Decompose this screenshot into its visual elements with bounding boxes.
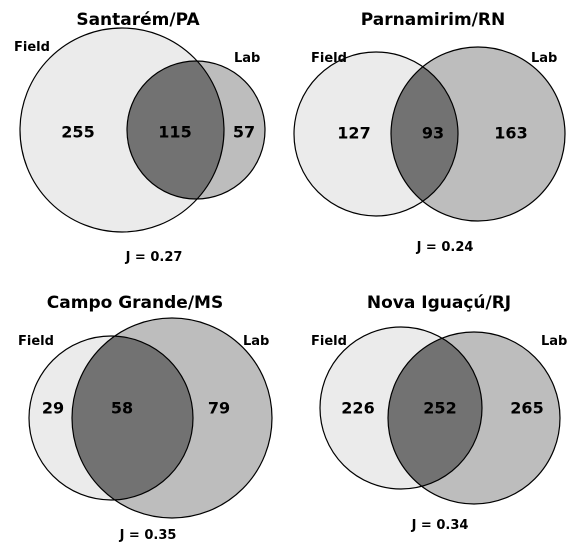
lab-label: Lab xyxy=(243,334,270,349)
lab-only-count: 79 xyxy=(207,398,231,418)
overlap-count: 115 xyxy=(158,122,192,142)
field-circle-outline xyxy=(28,335,194,501)
panel-title: Nova Iguaçú/RJ xyxy=(366,293,512,313)
field-only-count: 226 xyxy=(341,398,375,418)
field-label: Field xyxy=(18,334,54,349)
field-label: Field xyxy=(311,51,347,66)
lab-only-count: 57 xyxy=(232,122,256,142)
overlap-region xyxy=(391,52,458,216)
lab-only-count: 265 xyxy=(510,398,544,418)
overlap-region xyxy=(72,336,193,500)
lab-only-count: 163 xyxy=(494,123,528,143)
jaccard-index: J = 0.27 xyxy=(125,250,183,265)
field-label: Field xyxy=(311,334,347,349)
field-only-count: 127 xyxy=(337,123,371,143)
lab-label: Lab xyxy=(541,334,568,349)
lab-circle-outline xyxy=(71,317,273,519)
lab-label: Lab xyxy=(531,51,558,66)
overlap-count: 93 xyxy=(421,123,445,143)
lab-label: Lab xyxy=(234,51,261,66)
overlap-region xyxy=(127,61,224,199)
panel-title: Santarém/PA xyxy=(76,10,200,30)
panel-title: Parnamirim/RN xyxy=(360,10,506,30)
overlap-count: 58 xyxy=(110,398,134,418)
field-only-count: 29 xyxy=(41,398,65,418)
field-circle-outline xyxy=(319,326,483,490)
field-circle-outline xyxy=(293,51,459,217)
overlap-count: 252 xyxy=(423,398,457,418)
lab-circle-outline xyxy=(126,60,266,200)
field-label: Field xyxy=(14,40,50,55)
lab-circle-outline xyxy=(390,46,566,222)
panel-title: Campo Grande/MS xyxy=(46,293,224,313)
field-circle-outline xyxy=(19,27,225,233)
jaccard-index: J = 0.34 xyxy=(411,518,469,533)
lab-circle-outline xyxy=(387,331,561,505)
overlap-region xyxy=(388,332,482,489)
jaccard-index: J = 0.24 xyxy=(416,240,474,255)
jaccard-index: J = 0.35 xyxy=(119,528,177,543)
field-only-count: 255 xyxy=(61,122,95,142)
